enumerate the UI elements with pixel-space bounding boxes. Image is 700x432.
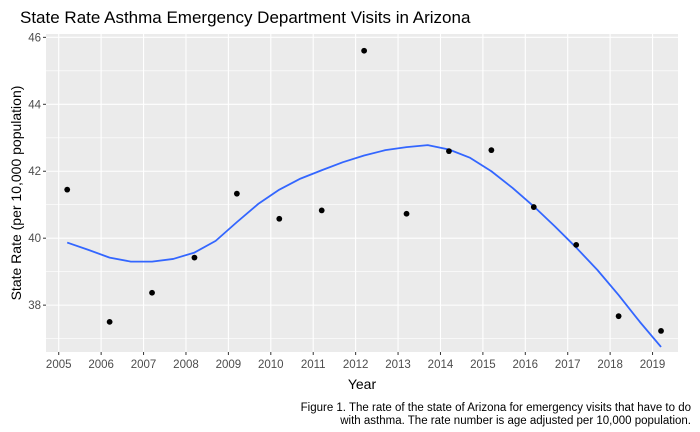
y-tick-label: 46	[28, 32, 41, 44]
x-tick-label: 2010	[258, 359, 284, 371]
y-tick-label: 38	[28, 300, 41, 312]
y-tick-label: 40	[28, 233, 41, 245]
chart-title: State Rate Asthma Emergency Department V…	[20, 8, 471, 27]
x-tick-label: 2016	[513, 359, 539, 371]
x-tick-label: 2006	[88, 359, 114, 371]
data-point	[106, 318, 113, 325]
x-tick-label: 2005	[46, 359, 72, 371]
data-point	[573, 241, 580, 248]
data-point	[64, 186, 71, 193]
x-tick-label: 2012	[343, 359, 369, 371]
y-axis-title: State Rate (per 10,000 population)	[8, 86, 24, 301]
trend-line	[66, 144, 662, 348]
x-tick-label: 2011	[301, 359, 326, 371]
y-tick-label: 42	[28, 166, 41, 178]
data-point	[149, 289, 155, 296]
caption-line-1: Figure 1. The rate of the state of Arizo…	[301, 402, 691, 414]
x-tick-label: 2017	[555, 359, 581, 371]
y-tick-label: 44	[28, 99, 41, 111]
data-point	[615, 313, 622, 320]
x-tick-label: 2014	[428, 359, 454, 371]
data-point	[276, 215, 283, 222]
x-tick-label: 2019	[640, 359, 666, 371]
x-tick-label: 2015	[470, 359, 496, 371]
x-tick-label: 2008	[173, 359, 199, 371]
points-layer	[64, 47, 664, 334]
data-point	[191, 254, 198, 261]
trend-layer	[66, 144, 662, 348]
x-axis-title: Year	[348, 376, 377, 392]
plot-panel	[46, 34, 678, 352]
data-point	[446, 148, 452, 155]
x-axis: 2005 2006 2007 2008 2009 2010 2011 2012 2013 2014…	[46, 352, 665, 371]
data-point	[318, 207, 325, 214]
data-point	[530, 204, 537, 210]
data-point	[361, 47, 368, 54]
data-point	[658, 328, 664, 334]
data-point	[403, 210, 410, 217]
grid-minor	[46, 70, 678, 339]
x-tick-label: 2018	[597, 359, 623, 371]
x-tick-label: 2009	[216, 359, 242, 371]
caption-line-2: with asthma. The rate number is age adju…	[339, 415, 691, 427]
x-tick-label: 2013	[385, 359, 411, 371]
y-axis: 38 40 42 44 46	[28, 32, 46, 312]
data-point	[233, 190, 240, 197]
data-point	[488, 147, 495, 154]
grid-major	[46, 34, 678, 352]
x-tick-label: 2007	[131, 359, 157, 371]
